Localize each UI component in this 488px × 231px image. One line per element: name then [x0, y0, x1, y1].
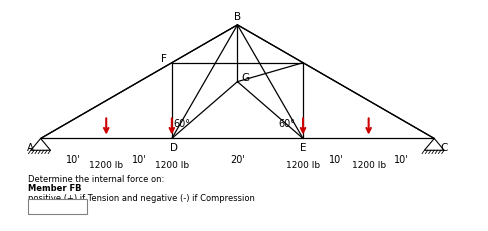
Text: 10': 10'	[328, 155, 343, 165]
Text: 20': 20'	[230, 155, 245, 165]
Text: 10': 10'	[66, 155, 81, 165]
Text: 1200 lb: 1200 lb	[351, 161, 386, 170]
Bar	[27, 200, 86, 214]
Text: Determine the internal force on:: Determine the internal force on:	[27, 175, 164, 184]
Text: B: B	[234, 12, 241, 22]
Text: A: A	[27, 143, 34, 153]
Text: E: E	[300, 143, 306, 153]
Text: 10': 10'	[394, 155, 409, 165]
Text: positive (+) if Tension and negative (-) if Compression: positive (+) if Tension and negative (-)…	[27, 194, 254, 203]
Text: 1200 lb: 1200 lb	[155, 161, 189, 170]
Text: 1200 lb: 1200 lb	[286, 161, 320, 170]
Text: Member FB: Member FB	[27, 184, 81, 193]
Text: 10': 10'	[132, 155, 146, 165]
Text: D: D	[170, 143, 178, 153]
Text: C: C	[440, 143, 448, 153]
Text: 60°: 60°	[278, 119, 295, 129]
Text: 60°: 60°	[173, 119, 190, 129]
Text: G: G	[241, 73, 249, 83]
Text: F: F	[161, 55, 167, 64]
Text: 1200 lb: 1200 lb	[89, 161, 123, 170]
